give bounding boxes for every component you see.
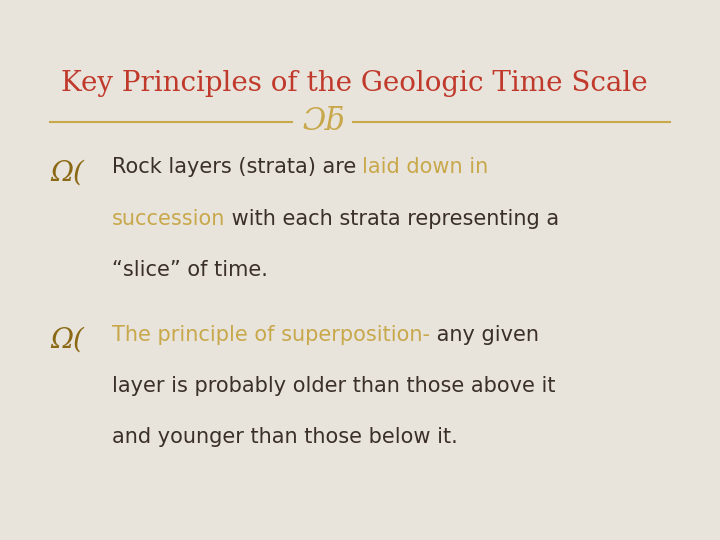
Text: Key Principles of the Geologic Time Scale: Key Principles of the Geologic Time Scal… bbox=[61, 70, 648, 97]
Text: succession: succession bbox=[112, 208, 225, 229]
Text: with each strata representing a: with each strata representing a bbox=[225, 208, 559, 229]
Text: and younger than those below it.: and younger than those below it. bbox=[112, 427, 457, 448]
Text: Ɔƃ: Ɔƃ bbox=[302, 106, 346, 137]
Text: The principle of superposition-: The principle of superposition- bbox=[112, 325, 430, 345]
Text: laid down in: laid down in bbox=[362, 157, 489, 178]
Text: Rock layers (strata) are: Rock layers (strata) are bbox=[112, 157, 362, 178]
Text: Ω(: Ω( bbox=[50, 159, 84, 186]
Text: layer is probably older than those above it: layer is probably older than those above… bbox=[112, 376, 555, 396]
Text: Ω(: Ω( bbox=[50, 327, 84, 354]
Text: “slice” of time.: “slice” of time. bbox=[112, 260, 267, 280]
Text: any given: any given bbox=[430, 325, 539, 345]
